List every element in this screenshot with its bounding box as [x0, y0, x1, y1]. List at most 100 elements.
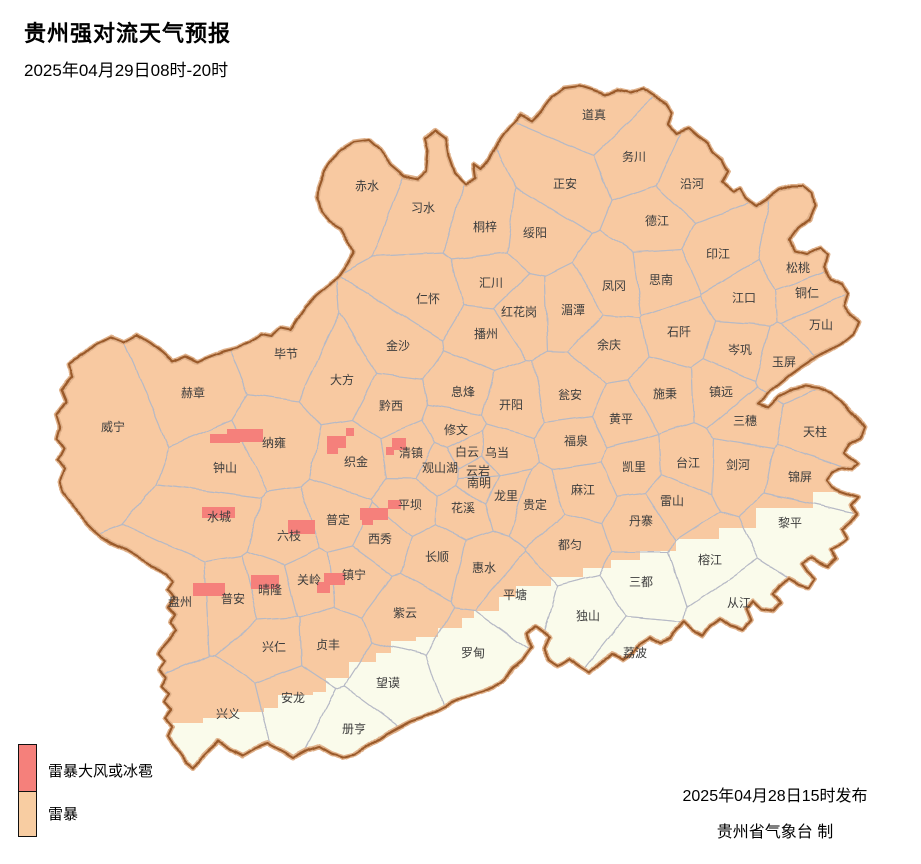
county-label: 南明	[467, 475, 491, 490]
county-label: 息烽	[451, 384, 475, 399]
county-label: 长顺	[425, 550, 449, 564]
county-label: 乌当	[485, 445, 509, 460]
county-label: 黎平	[778, 516, 802, 530]
county-label: 毕节	[274, 347, 298, 361]
county-label: 江口	[732, 291, 756, 305]
page-title: 贵州强对流天气预报	[24, 21, 232, 46]
county-label: 德江	[645, 213, 669, 228]
legend-label-severe: 雷暴大风或冰雹	[48, 763, 154, 780]
county-label: 剑河	[726, 457, 750, 472]
county-label: 花溪	[451, 500, 475, 515]
county-label: 凤冈	[602, 279, 626, 293]
county-label: 盘州	[168, 594, 192, 609]
county-label: 丹寨	[629, 513, 653, 528]
county-label: 贞丰	[316, 638, 340, 652]
county-label: 平坝	[398, 498, 422, 512]
county-label: 天柱	[803, 424, 827, 439]
county-label: 务川	[622, 149, 646, 164]
county-label: 荔波	[623, 646, 647, 660]
severe-cell	[327, 443, 338, 454]
severe-cell	[251, 575, 279, 589]
county-label: 赤水	[355, 179, 379, 193]
severe-cell	[386, 447, 394, 455]
county-label: 正安	[553, 176, 577, 191]
county-label: 纳雍	[262, 435, 286, 450]
county-label: 金沙	[386, 338, 410, 353]
severe-cell	[362, 517, 373, 525]
county-label: 平塘	[503, 587, 527, 602]
county-label: 从江	[727, 596, 751, 610]
county-label: 松桃	[786, 260, 810, 275]
county-label: 台江	[676, 455, 700, 470]
county-label: 麻江	[571, 482, 595, 497]
producer: 贵州省气象台 制	[716, 824, 834, 841]
county-label: 水城	[207, 510, 231, 524]
county-label: 福泉	[564, 433, 588, 448]
county-label: 瓮安	[558, 387, 582, 402]
county-label: 玉屏	[772, 355, 796, 369]
county-label: 安龙	[281, 690, 305, 705]
county-label: 开阳	[499, 398, 523, 412]
county-label: 晴隆	[258, 582, 282, 597]
county-label: 惠水	[472, 561, 496, 575]
county-label: 清镇	[399, 446, 423, 460]
severe-cell	[392, 438, 406, 450]
forecast-period: 2025年04月29日08时-20时	[24, 61, 229, 80]
county-label: 汇川	[479, 276, 503, 290]
county-label: 沿河	[680, 177, 704, 191]
county-label: 岑巩	[728, 343, 752, 357]
county-label: 印江	[706, 247, 730, 261]
county-label: 雷山	[660, 494, 684, 508]
county-label: 大方	[330, 372, 354, 387]
county-label: 紫云	[393, 606, 417, 620]
county-label: 云岩	[466, 463, 490, 478]
county-label: 榕江	[698, 552, 722, 567]
county-label: 观山湖	[422, 460, 458, 475]
severe-cell	[193, 583, 225, 596]
county-label: 镇远	[709, 385, 733, 399]
county-label: 钟山	[213, 460, 237, 475]
county-label: 兴仁	[262, 640, 286, 654]
county-label: 白云	[455, 444, 479, 459]
severe-cell	[346, 428, 354, 436]
severe-cell	[227, 429, 263, 442]
county-label: 仁怀	[416, 292, 440, 306]
county-label: 独山	[576, 609, 600, 623]
county-label: 镇宁	[342, 567, 366, 582]
county-label: 普定	[326, 512, 350, 527]
county-label: 播州	[474, 327, 498, 341]
county-label: 赫章	[181, 385, 205, 400]
severe-cell	[388, 500, 401, 509]
county-label: 黄平	[609, 412, 633, 426]
issued-time: 2025年04月28日15时发布	[682, 788, 868, 805]
county-label: 习水	[411, 201, 435, 215]
county-label: 石阡	[667, 324, 691, 339]
county-label: 都匀	[558, 538, 582, 552]
county-label: 湄潭	[561, 303, 585, 317]
county-label: 施秉	[653, 387, 677, 401]
county-label: 关岭	[297, 573, 321, 587]
county-label: 册亨	[342, 721, 366, 736]
county-label: 黔西	[379, 398, 403, 413]
legend-swatch-severe	[18, 744, 37, 792]
county-label: 凯里	[622, 460, 646, 474]
legend-swatch-thunder	[18, 790, 37, 837]
county-label: 西秀	[368, 532, 392, 546]
legend-label-thunder: 雷暴	[48, 806, 79, 823]
county-label: 龙里	[494, 489, 518, 503]
county-label: 万山	[809, 318, 833, 332]
issuance-info: 2025年04月28日15时发布 贵州省气象台 制	[640, 782, 910, 842]
severe-cells-layer	[193, 428, 406, 596]
county-label: 三穗	[733, 414, 757, 428]
county-label: 织金	[344, 454, 368, 469]
severe-cell	[288, 520, 315, 534]
county-label: 锦屏	[788, 470, 812, 484]
county-label: 兴义	[216, 707, 240, 721]
county-label: 威宁	[101, 419, 125, 434]
severe-cell	[202, 507, 235, 518]
county-label: 望谟	[376, 676, 400, 690]
province-border	[53, 83, 867, 771]
